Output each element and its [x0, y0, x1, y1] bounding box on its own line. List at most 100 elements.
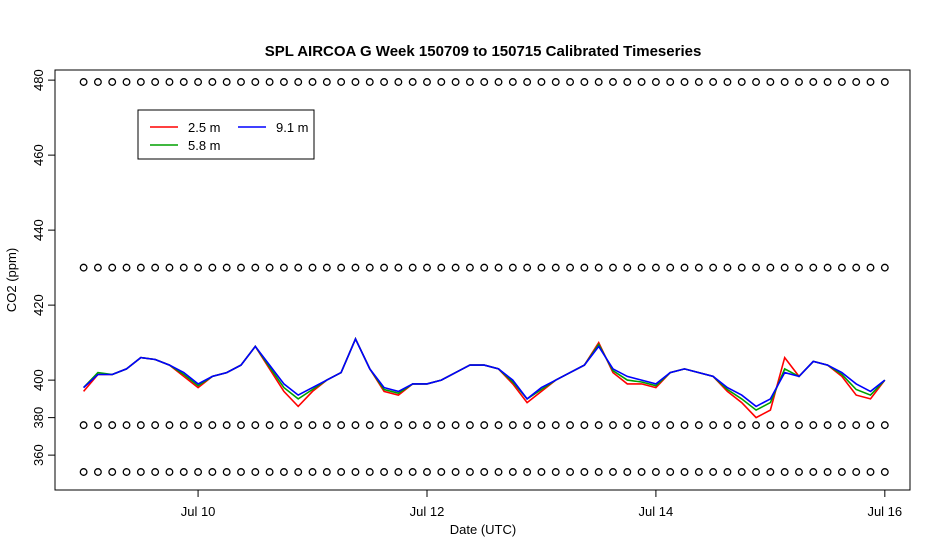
calibration-point: [823, 78, 832, 86]
calibration-point: [365, 263, 374, 272]
calibration-point: [351, 78, 360, 86]
calibration-point: [151, 421, 160, 430]
calibration-point: [108, 78, 117, 86]
calibration-point: [694, 421, 703, 430]
calibration-point: [136, 263, 145, 272]
calibration-point: [165, 263, 174, 272]
calibration-point: [809, 78, 818, 86]
calibration-point: [709, 421, 718, 430]
y-tick-label: 380: [31, 407, 46, 429]
x-tick-label: Jul 12: [410, 504, 445, 519]
calibration-point: [251, 421, 260, 430]
calibration-point: [737, 78, 746, 86]
calibration-point: [179, 78, 188, 86]
calibration-point: [136, 468, 145, 476]
calibration-point: [551, 468, 560, 476]
calibration-point: [337, 468, 346, 476]
calibration-point: [251, 78, 260, 86]
calibration-point: [566, 78, 575, 86]
calibration-point: [151, 468, 160, 476]
calibration-point: [837, 421, 846, 430]
calibration-point: [795, 421, 803, 430]
calibration-point: [265, 78, 274, 86]
calibration-point: [351, 421, 360, 430]
calibration-point: [222, 468, 231, 476]
calibration-point: [480, 78, 489, 86]
calibration-point: [122, 421, 131, 430]
calibration-point: [423, 421, 431, 430]
calibration-point: [294, 468, 303, 476]
calibration-point: [308, 78, 317, 86]
calibration-point: [594, 468, 603, 476]
x-tick-label: Jul 10: [181, 504, 216, 519]
calibration-point: [194, 468, 203, 476]
calibration-point: [523, 421, 532, 430]
calibration-point: [494, 468, 503, 476]
calibration-point: [637, 468, 646, 476]
calibration-point: [208, 468, 217, 476]
calibration-point: [322, 468, 331, 476]
calibration-point: [351, 263, 360, 272]
calibration-point: [723, 468, 732, 476]
calibration-point: [880, 468, 889, 476]
calibration-point: [437, 263, 446, 272]
calibration-point: [651, 263, 660, 272]
calibration-point: [566, 421, 575, 430]
calibration-point: [165, 421, 174, 430]
calibration-point: [423, 78, 431, 86]
calibration-point: [265, 468, 274, 476]
x-tick-label: Jul 14: [639, 504, 674, 519]
calibration-point: [609, 78, 617, 86]
calibration-point: [508, 421, 517, 430]
calibration-point: [609, 421, 617, 430]
calibration-point: [752, 468, 761, 476]
calibration-point: [780, 78, 789, 86]
calibration-point: [93, 421, 102, 430]
calibration-point: [723, 78, 732, 86]
calibration-point: [465, 468, 474, 476]
calibration-point: [723, 263, 732, 272]
calibration-point: [194, 78, 203, 86]
calibration-point: [437, 468, 446, 476]
calibration-point: [165, 78, 174, 86]
calibration-point: [208, 263, 217, 272]
calibration-point: [380, 421, 389, 430]
calibration-point: [394, 421, 403, 430]
calibration-point: [251, 263, 260, 272]
calibration-point: [165, 468, 174, 476]
calibration-point: [308, 421, 317, 430]
calibration-point: [394, 78, 403, 86]
calibration-point: [709, 78, 718, 86]
series-line: [83, 336, 886, 408]
calibration-point: [208, 421, 217, 430]
calibration-point: [852, 468, 861, 476]
calibration-point: [108, 468, 117, 476]
calibration-point: [351, 468, 360, 476]
calibration-point: [694, 468, 703, 476]
calibration-point: [194, 421, 203, 430]
calibration-point: [365, 421, 374, 430]
calibration-point: [237, 468, 245, 476]
calibration-point: [852, 78, 861, 86]
calibration-point: [623, 78, 632, 86]
calibration-point: [766, 421, 775, 430]
calibration-point: [680, 468, 689, 476]
calibration-point: [279, 263, 288, 272]
x-tick-label: Jul 16: [867, 504, 902, 519]
calibration-point: [580, 78, 589, 86]
calibration-point: [380, 263, 389, 272]
calibration-point: [551, 263, 560, 272]
calibration-point: [823, 263, 832, 272]
calibration-point: [795, 78, 803, 86]
calibration-point: [852, 421, 861, 430]
chart-title: SPL AIRCOA G Week 150709 to 150715 Calib…: [265, 43, 702, 60]
calibration-point: [408, 263, 417, 272]
y-tick-label: 360: [31, 444, 46, 466]
calibration-point: [265, 421, 274, 430]
calibration-point: [580, 468, 589, 476]
calibration-point: [737, 421, 746, 430]
calibration-point: [294, 263, 303, 272]
calibration-point: [537, 263, 546, 272]
calibration-point: [494, 263, 503, 272]
calibration-point: [151, 263, 160, 272]
